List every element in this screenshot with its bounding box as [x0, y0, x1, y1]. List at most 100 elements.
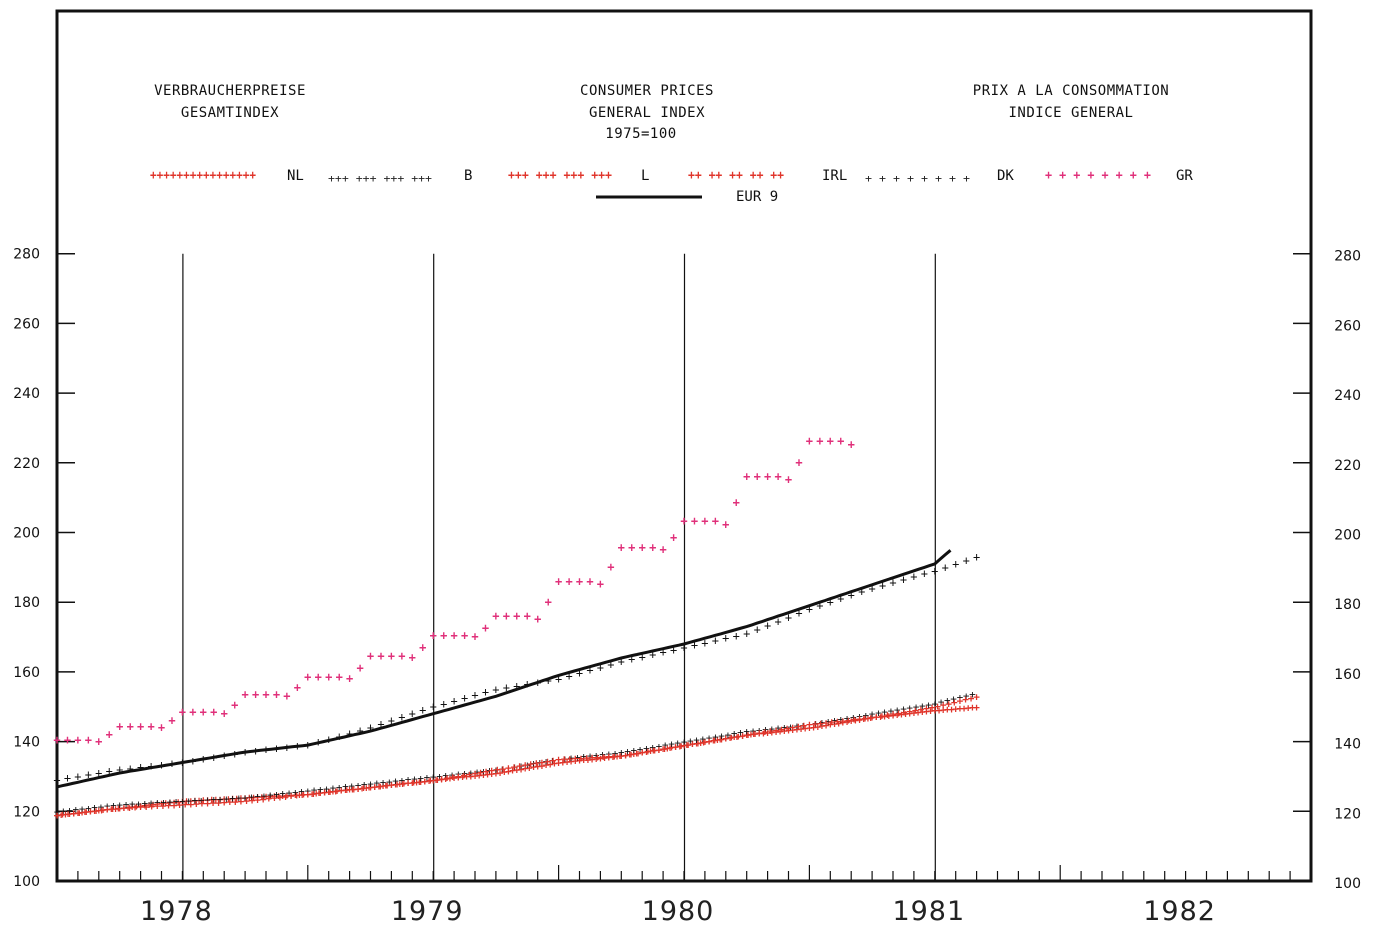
title-french-line-2: INDICE GENERAL: [1008, 105, 1133, 121]
series-point-gr: +: [607, 560, 614, 574]
series-point-l: +: [511, 761, 518, 774]
series-point-dk: +: [461, 691, 468, 705]
series-point-gr: +: [754, 470, 761, 484]
series-point-l: +: [109, 803, 116, 816]
series-point-nl: +: [752, 728, 759, 741]
series-point-nl: +: [760, 727, 767, 740]
series-point-nl: +: [911, 707, 918, 720]
series-point-dk: +: [325, 732, 332, 746]
series-point-b: +: [768, 722, 775, 735]
series-point-l: +: [265, 792, 272, 805]
series-point-dk: +: [649, 648, 656, 662]
series-point-gr: +: [701, 514, 708, 528]
series-point-gr: +: [106, 728, 113, 742]
series-point-b: +: [449, 768, 456, 781]
series-point-l: +: [137, 801, 144, 814]
series-point-b: +: [630, 744, 637, 757]
series-point-l: +: [93, 804, 100, 817]
series-point-b: +: [894, 704, 901, 717]
series-point-nl: +: [150, 798, 157, 811]
series-point-dk: +: [837, 592, 844, 606]
series-point-nl: +: [568, 755, 575, 768]
series-point-nl: +: [380, 780, 387, 793]
series-point-dk: +: [409, 707, 416, 721]
series-point-l: +: [377, 780, 384, 793]
series-point-b: +: [242, 791, 249, 804]
series-point-nl: +: [856, 713, 863, 726]
series-point-gr: +: [816, 434, 823, 448]
series-point-dk: +: [618, 654, 625, 668]
series-point-nl: +: [865, 712, 872, 725]
series-point-l: +: [221, 796, 228, 809]
series-point-l: +: [154, 800, 161, 813]
series-point-nl: +: [100, 804, 107, 817]
series-point-nl: +: [455, 771, 462, 784]
series-point-b: +: [643, 742, 650, 755]
series-point-gr: +: [785, 473, 792, 487]
series-point-dk: +: [294, 739, 301, 753]
series-point-gr: +: [691, 514, 698, 528]
series-point-b: +: [599, 748, 606, 761]
series-point-l: +: [505, 761, 512, 774]
series-point-gr: +: [221, 706, 228, 720]
series-point-dk: +: [356, 724, 363, 738]
series-point-dk: +: [231, 747, 238, 761]
series-point-l: +: [578, 752, 585, 765]
series-point-gr: +: [377, 649, 384, 663]
series-point-dk: +: [607, 657, 614, 671]
series-point-nl: +: [250, 791, 257, 804]
series-point-l: +: [940, 699, 947, 712]
series-point-gr: +: [659, 542, 666, 556]
series-gr: + + + + + ++ + + + + ++ + + + +++ + + + +++ + + + +++ + + + +++ + + +…: [53, 434, 854, 749]
series-point-l: +: [918, 703, 925, 716]
series-point-nl: +: [338, 784, 345, 797]
series-point-l: +: [756, 727, 763, 740]
series-point-nl: +: [208, 793, 215, 806]
series-point-nl: +: [718, 733, 725, 746]
series-point-nl: +: [656, 743, 663, 756]
series-point-b: +: [223, 792, 230, 805]
series-point-nl: +: [484, 768, 491, 781]
series-point-l: +: [299, 789, 306, 802]
series-point-dk: +: [315, 735, 322, 749]
series-point-b: +: [311, 784, 318, 797]
series-point-nl: +: [852, 714, 859, 727]
series-point-nl: +: [388, 779, 395, 792]
series-point-l: +: [594, 751, 601, 764]
series-point-b: +: [787, 720, 794, 733]
series-point-l: +: [906, 705, 913, 718]
series-point-nl: +: [183, 795, 190, 808]
series-point-l: +: [410, 776, 417, 789]
series-point-l: +: [644, 745, 651, 758]
series-point-l: +: [416, 776, 423, 789]
series-point-l: +: [879, 710, 886, 723]
axes: 100 100 120 120 140 140 160 160 180 180 200 200 220 2…: [13, 247, 1361, 927]
series-point-b: +: [750, 724, 757, 737]
series-point-nl: +: [125, 801, 132, 814]
series-point-b: +: [881, 706, 888, 719]
series-point-nl: +: [95, 804, 102, 817]
series-point-dk: +: [137, 760, 144, 774]
series-point-l: +: [828, 716, 835, 729]
series-point-l: +: [321, 786, 328, 799]
series-point-nl: +: [459, 771, 466, 784]
series-point-nl: +: [798, 723, 805, 736]
series-point-nl: +: [167, 796, 174, 809]
series-point-nl: +: [873, 711, 880, 724]
series-point-nl: +: [768, 726, 775, 739]
series-point-nl: +: [108, 803, 115, 816]
series-point-b: +: [367, 777, 374, 790]
series-point-dk: +: [659, 645, 666, 659]
series-point-b: +: [210, 793, 217, 806]
x-year-label: 1978: [140, 896, 213, 927]
series-point-nl: +: [614, 750, 621, 763]
series-point-nl: +: [927, 705, 934, 718]
series-point-gr: +: [628, 541, 635, 555]
series-point-b: +: [969, 688, 976, 701]
series-point-dk: +: [754, 623, 761, 637]
series-point-nl: +: [279, 789, 286, 802]
series-point-b: +: [869, 708, 876, 721]
series-point-gr: +: [618, 541, 625, 555]
series-point-l: +: [717, 733, 724, 746]
series-point-l: +: [945, 697, 952, 710]
